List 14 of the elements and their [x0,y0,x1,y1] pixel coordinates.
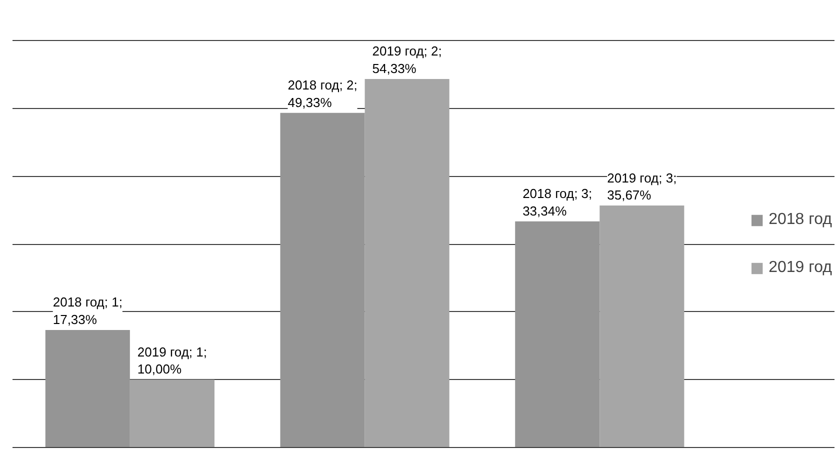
data-label: 2019 год; 2; 54,33% [372,44,442,76]
bar [280,112,365,448]
bar [130,380,214,448]
bar [600,206,684,448]
bar [515,221,600,448]
data-label: 2019 год; 3; 35,67% [607,170,677,203]
data-label: 2018 год; 3; 33,34% [522,186,592,218]
data-label: 2018 год; 1; 17,33% [52,294,122,327]
bar [45,330,130,448]
data-label: 2018 год; 2; 49,33% [288,78,358,110]
bar [364,78,450,448]
legend-label: 2018 год [768,210,832,228]
legend-label: 2019 год [768,258,832,276]
data-label: 2019 год; 1; 10,00% [137,344,208,377]
